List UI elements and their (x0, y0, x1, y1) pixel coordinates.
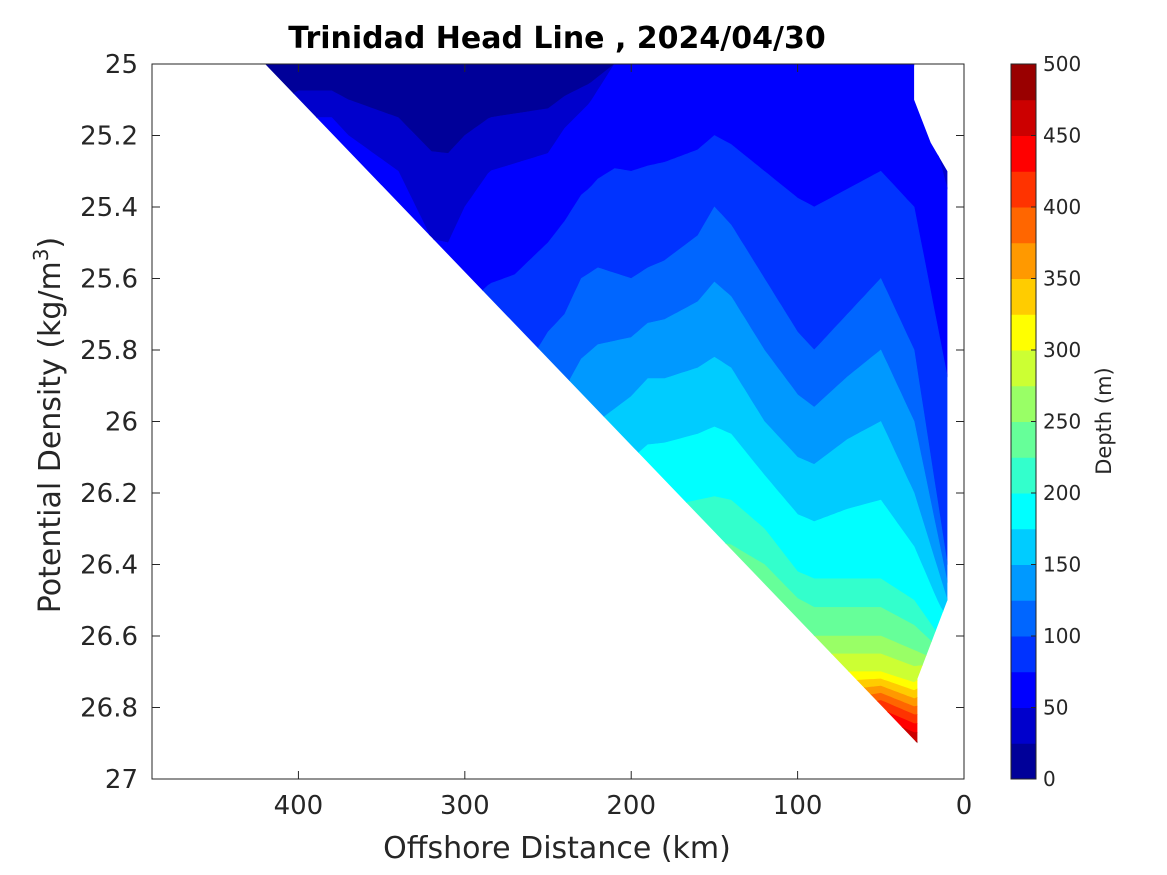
y-axis: 25 25.2 25.4 25.6 25.8 26 26.2 26.4 26.6 26.8 27 (80, 50, 964, 795)
y-tick-label: 26.4 (80, 551, 138, 581)
colorbar-tick-label: 100 (1043, 624, 1081, 648)
colorbar-swatch (1011, 64, 1036, 101)
colorbar-tick-label: 350 (1043, 267, 1081, 291)
colorbar-swatch (1011, 743, 1036, 780)
x-tick-label: 100 (773, 791, 823, 821)
x-tick-label: 200 (606, 791, 656, 821)
colorbar-swatch (1011, 528, 1036, 565)
y-tick-label: 26.8 (80, 694, 138, 724)
colorbar-tick-label: 50 (1043, 696, 1068, 720)
y-tick-label: 25.6 (80, 265, 138, 295)
colorbar-tick-label: 400 (1043, 195, 1081, 219)
chart-title: Trinidad Head Line , 2024/04/30 (288, 21, 825, 56)
colorbar-swatch (1011, 242, 1036, 279)
colorbar-swatch (1011, 135, 1036, 172)
colorbar-swatch (1011, 564, 1036, 601)
colorbar-swatch (1011, 671, 1036, 708)
y-tick-label: 26.2 (80, 479, 138, 509)
colorbar-swatch (1011, 278, 1036, 315)
y-tick-label: 27 (105, 765, 138, 795)
x-tick-label: 0 (956, 791, 973, 821)
colorbar-label: Depth (m) (1092, 367, 1116, 474)
colorbar-swatch (1011, 457, 1036, 494)
colorbar-swatch (1011, 600, 1036, 637)
colorbar-tick-label: 0 (1043, 767, 1056, 791)
y-tick-label: 25 (105, 50, 138, 80)
colorbar-swatch (1011, 493, 1036, 530)
y-tick-label: 26.6 (80, 622, 138, 652)
colorbar-tick-label: 300 (1043, 338, 1081, 362)
x-axis-label: Offshore Distance (km) (383, 831, 731, 866)
colorbar-swatch (1011, 385, 1036, 422)
x-axis: 400 300 200 100 0 (274, 64, 973, 821)
colorbar-tick-label: 200 (1043, 481, 1081, 505)
colorbar-swatch (1011, 421, 1036, 458)
colorbar-swatch (1011, 350, 1036, 387)
y-tick-label: 25.4 (80, 193, 138, 223)
colorbar-swatch (1011, 171, 1036, 208)
y-tick-label: 26 (105, 408, 138, 438)
colorbar-tick-label: 450 (1043, 124, 1081, 148)
y-tick-label: 25.2 (80, 122, 138, 152)
y-tick-label: 25.8 (80, 336, 138, 366)
colorbar-tick-label: 500 (1043, 52, 1081, 76)
colorbar-swatch (1011, 707, 1036, 744)
colorbar-tick-label: 150 (1043, 553, 1081, 577)
colorbar-swatch (1011, 207, 1036, 244)
colorbar-swatch (1011, 99, 1036, 136)
colorbar: 0 50 100 150 200 250 300 350 400 450 500 (1010, 52, 1081, 791)
colorbar-swatch (1011, 314, 1036, 351)
colorbar-tick-label: 250 (1043, 410, 1081, 434)
x-tick-label: 400 (274, 791, 324, 821)
colorbar-swatch (1011, 636, 1036, 673)
x-tick-label: 300 (440, 791, 490, 821)
y-axis-label: Potential Density (kg/m3) (29, 237, 68, 613)
